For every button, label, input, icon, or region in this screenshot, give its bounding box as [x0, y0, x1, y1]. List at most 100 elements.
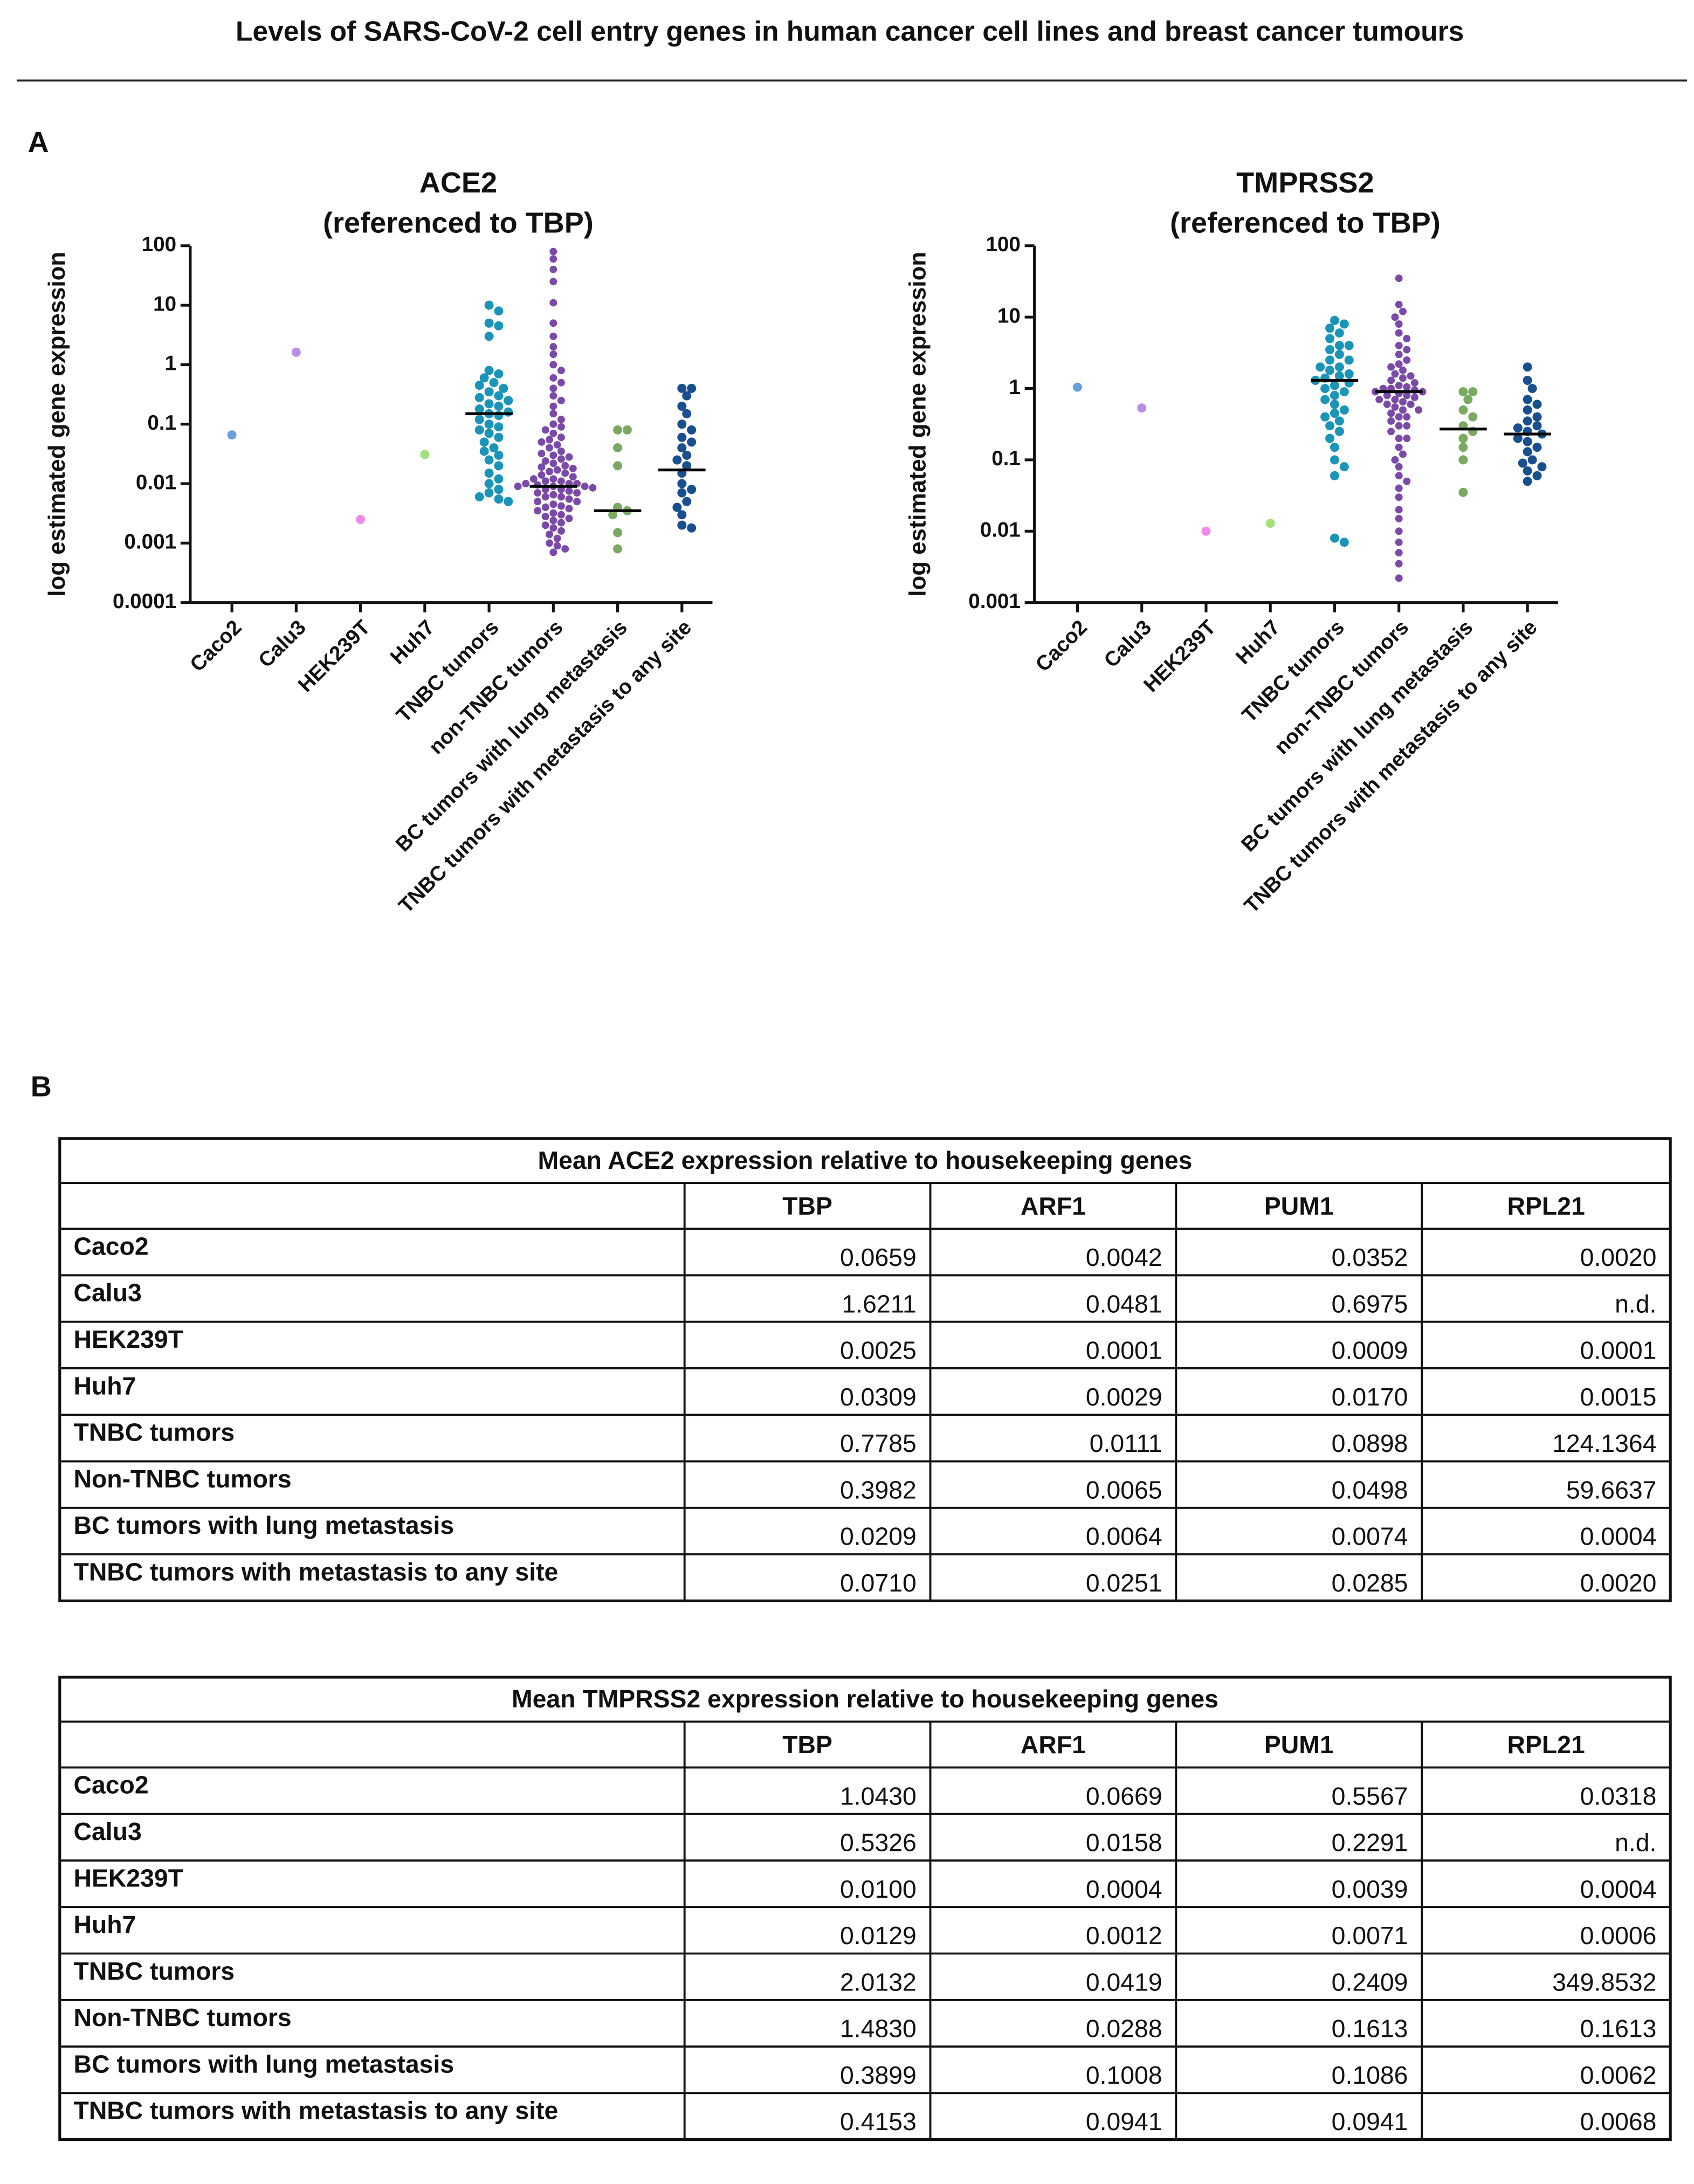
data-point	[1137, 403, 1147, 413]
data-point	[1458, 487, 1468, 497]
data-point	[1334, 341, 1344, 350]
data-point	[682, 497, 692, 506]
data-point	[549, 516, 557, 525]
data-point	[549, 384, 557, 392]
table-cell: 0.0498	[1332, 1476, 1408, 1504]
row-label: Non-TNBC tumors	[74, 2003, 292, 2031]
table-cell: 0.0020	[1580, 1569, 1657, 1597]
table-cell: 1.4830	[840, 2015, 917, 2043]
table-cell: 0.0941	[1332, 2107, 1408, 2135]
data-point	[549, 509, 557, 517]
data-point	[1387, 384, 1395, 392]
data-point	[291, 347, 301, 357]
data-point	[1334, 426, 1344, 436]
data-point	[546, 531, 553, 539]
data-point	[541, 513, 549, 521]
y-tick-label: 1	[1009, 376, 1020, 399]
data-point	[1391, 370, 1399, 378]
data-point	[682, 450, 692, 460]
table-cell: 0.0100	[840, 1875, 917, 1903]
data-point	[1395, 382, 1403, 390]
data-point	[1403, 383, 1411, 391]
data-point	[549, 247, 557, 256]
data-point	[561, 469, 569, 477]
data-point	[677, 443, 687, 453]
data-point	[534, 498, 542, 506]
data-point	[1265, 519, 1275, 528]
data-point	[549, 265, 557, 273]
data-point	[677, 479, 687, 488]
table-border	[58, 1137, 1672, 1602]
table-cell: 0.0039	[1332, 1875, 1408, 1903]
data-point	[1395, 320, 1403, 328]
data-point	[557, 433, 565, 442]
data-point	[484, 387, 494, 397]
data-point	[1458, 455, 1468, 465]
data-point	[494, 450, 504, 460]
data-point	[1458, 433, 1468, 443]
data-point	[1523, 395, 1532, 404]
data-point	[565, 495, 573, 503]
table-cell: 0.1613	[1580, 2015, 1657, 2043]
data-point	[484, 399, 494, 409]
data-point	[504, 497, 513, 506]
data-point	[581, 483, 589, 491]
data-point	[1395, 574, 1403, 582]
data-point	[557, 378, 565, 387]
data-point	[1458, 443, 1468, 452]
table-cell: 0.0006	[1580, 1921, 1657, 1949]
data-point	[549, 491, 557, 499]
data-point	[504, 396, 513, 405]
data-point	[622, 425, 632, 435]
data-point	[1073, 382, 1083, 392]
table-cell: 0.0251	[1086, 1569, 1162, 1597]
data-point	[1395, 493, 1403, 501]
data-point	[1391, 313, 1399, 321]
data-point	[549, 350, 557, 358]
data-point	[557, 447, 565, 456]
table-cell: 0.0029	[1086, 1383, 1162, 1411]
data-point	[553, 441, 561, 449]
data-point	[484, 429, 494, 438]
data-point	[484, 300, 494, 310]
y-axis-label: log estimated gene expression	[904, 252, 931, 597]
data-point	[613, 443, 623, 453]
data-point	[677, 432, 687, 442]
data-point	[479, 446, 489, 456]
data-point	[682, 391, 692, 401]
data-point	[1468, 412, 1478, 422]
data-point	[1334, 416, 1344, 426]
data-point	[549, 420, 557, 428]
data-point	[484, 469, 494, 478]
data-point	[1391, 396, 1399, 404]
data-point	[1387, 409, 1395, 417]
data-point	[1387, 417, 1395, 425]
data-point	[494, 321, 504, 330]
table-cell: 0.0309	[840, 1383, 917, 1411]
y-tick-label: 10	[997, 304, 1021, 327]
row-label: TNBC tumors	[74, 1418, 235, 1446]
data-point	[1523, 375, 1532, 385]
table-cell: 0.0285	[1332, 1569, 1408, 1597]
data-point	[1395, 350, 1403, 359]
data-point	[474, 404, 484, 414]
data-point	[549, 410, 557, 418]
data-point	[608, 510, 618, 520]
data-point	[479, 373, 489, 383]
data-point	[557, 477, 565, 485]
data-point	[1379, 384, 1387, 392]
table-cell: 0.0659	[840, 1243, 917, 1271]
data-point	[1383, 391, 1391, 399]
data-point	[494, 422, 504, 432]
table-cell: 0.0004	[1580, 1522, 1657, 1551]
table-cell: 0.0042	[1086, 1243, 1162, 1271]
data-point	[557, 511, 565, 519]
data-point	[565, 505, 573, 513]
column-header: RPL21	[1507, 1192, 1585, 1220]
data-point	[677, 510, 687, 520]
data-point	[549, 255, 557, 263]
data-point	[1458, 387, 1468, 397]
data-point	[474, 415, 484, 424]
y-tick-label: 0.01	[980, 519, 1021, 542]
row-label: HEK239T	[74, 1325, 183, 1353]
